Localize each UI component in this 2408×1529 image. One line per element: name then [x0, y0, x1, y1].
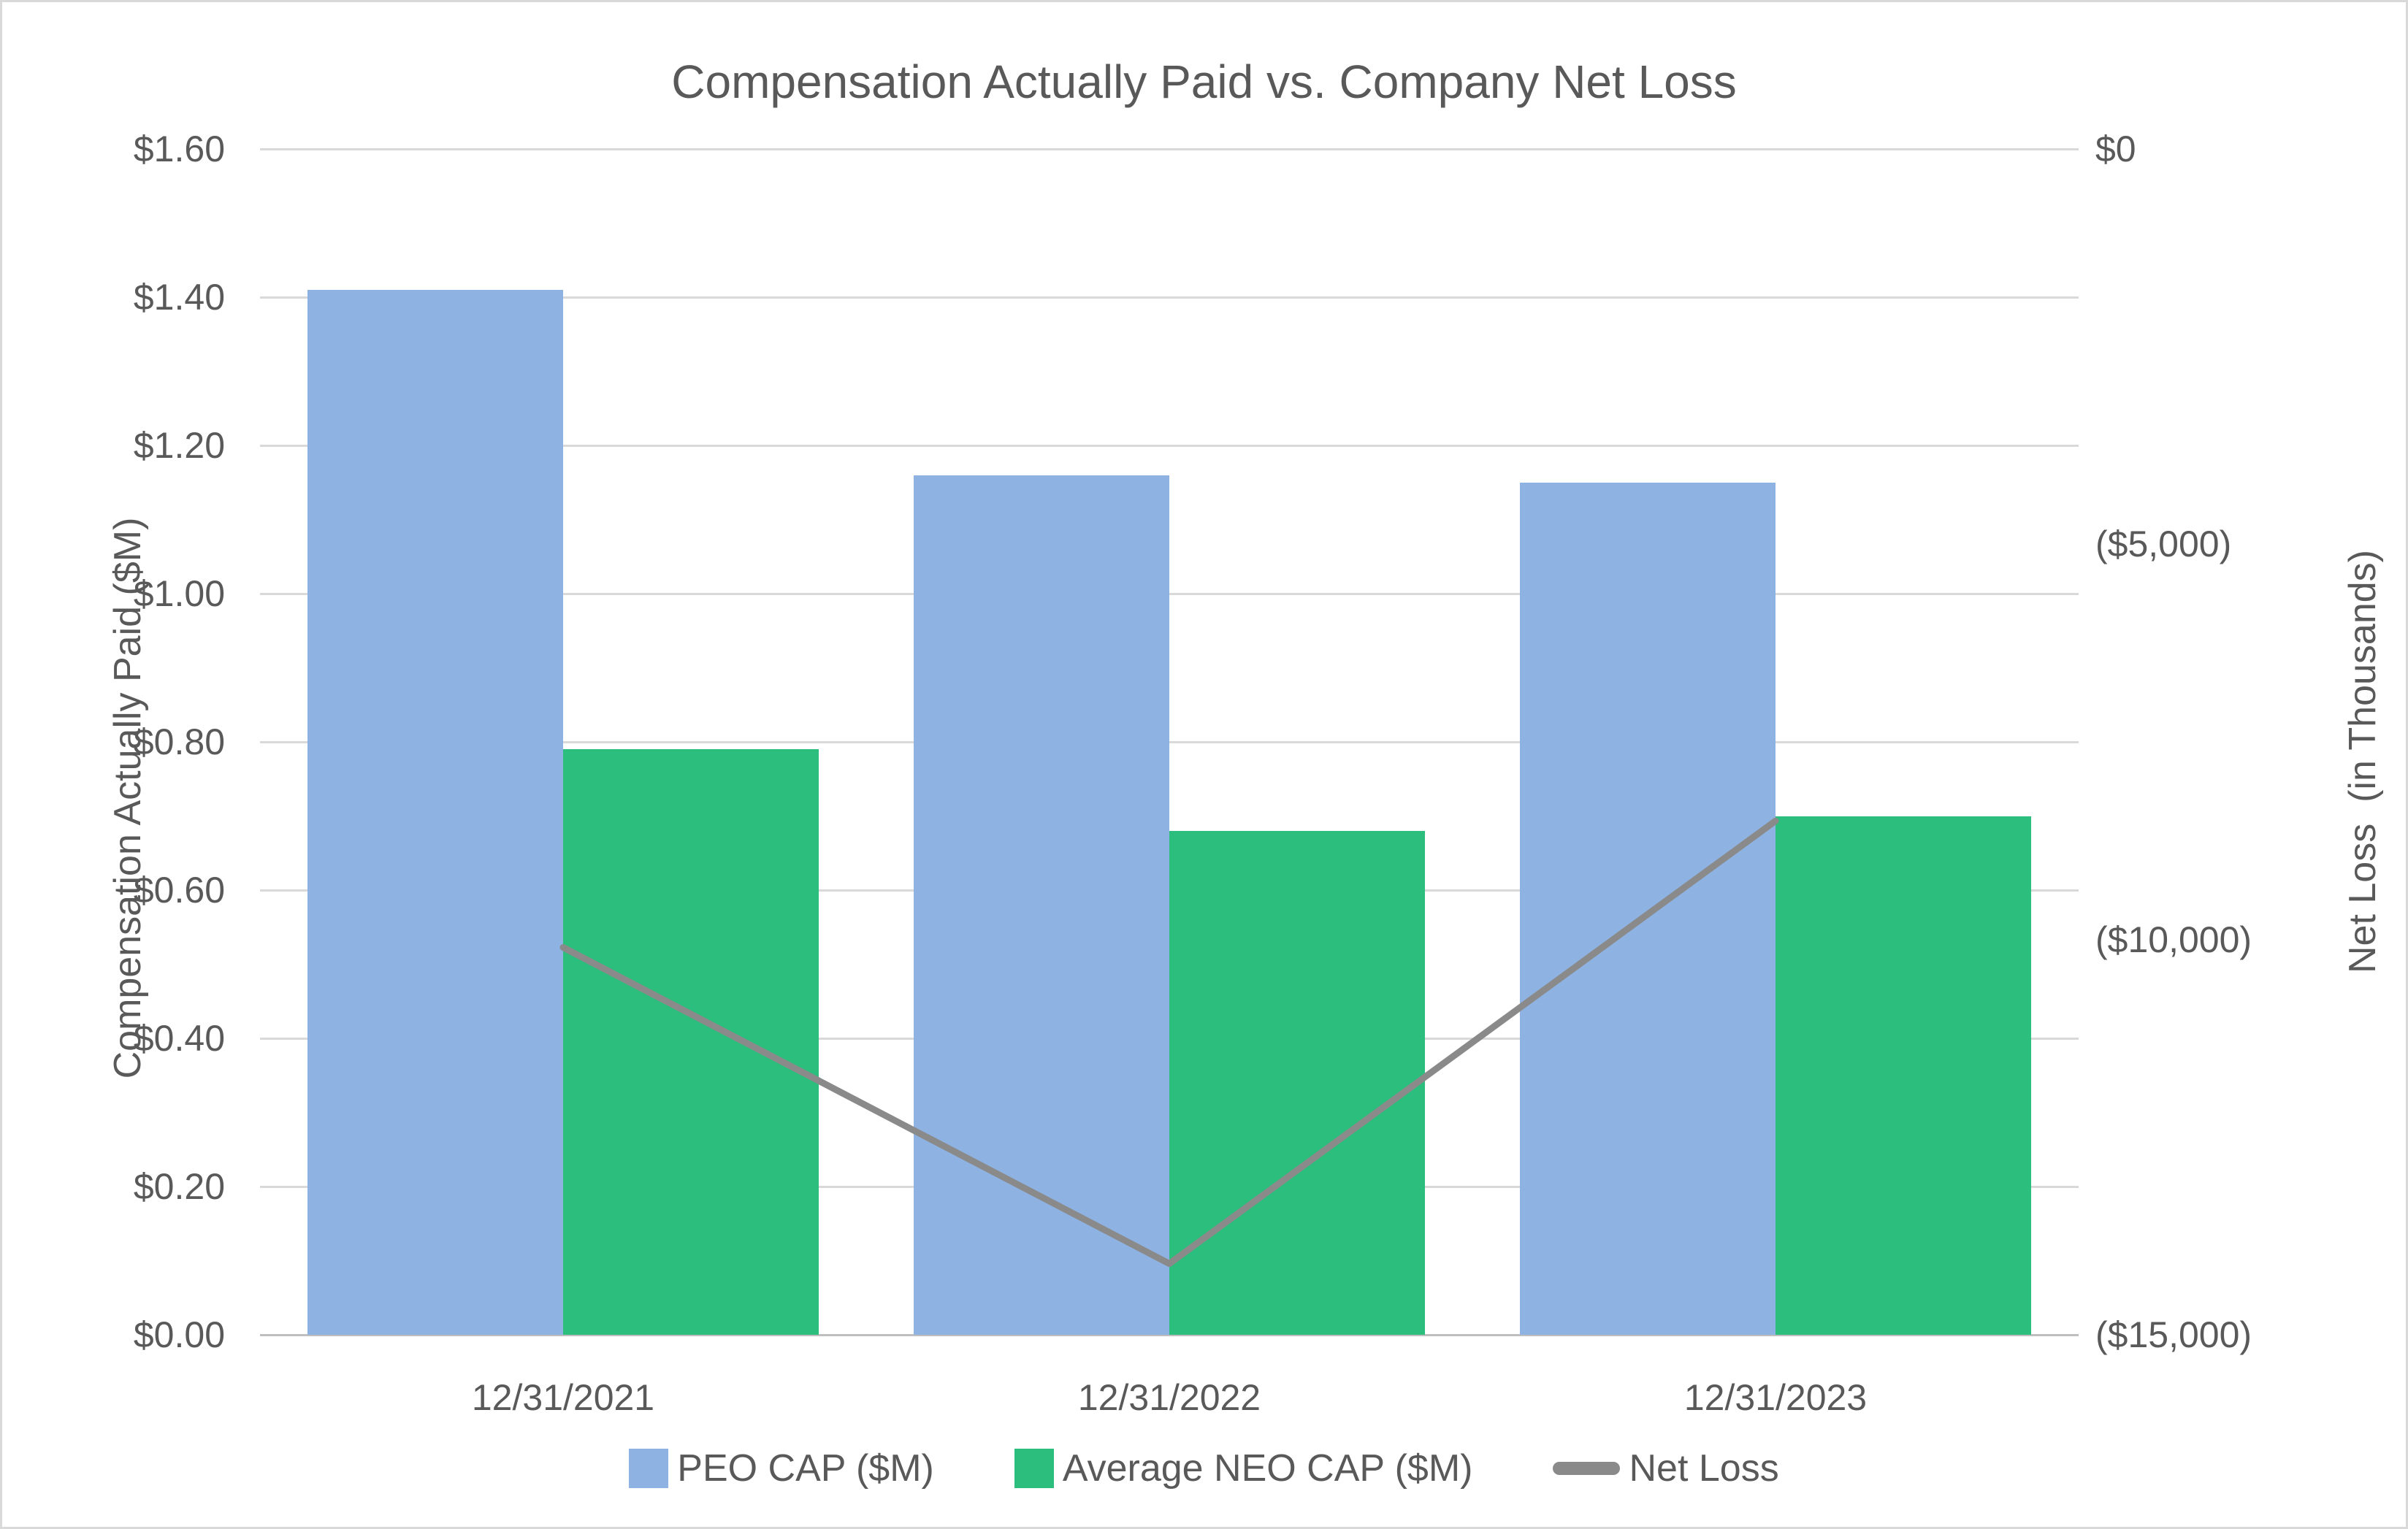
right-axis-tick-label: ($5,000) — [2095, 524, 2232, 565]
x-axis-label-12-31-2022: 12/31/2022 — [1077, 1377, 1261, 1418]
gridline — [260, 740, 2079, 743]
bar-average-neo-cap-m-12-31-2023 — [1776, 816, 2031, 1335]
legend-swatch-peo-cap-m — [629, 1449, 669, 1488]
legend-item-peo-cap-m: PEO CAP ($M) — [629, 1446, 934, 1490]
left-axis-tick-label: $0.20 — [133, 1166, 225, 1207]
chart-title: Compensation Actually Paid vs. Company N… — [671, 55, 1737, 108]
gridline — [260, 444, 2079, 447]
net-loss-polyline — [559, 817, 1779, 1268]
left-axis-tick-label: $1.60 — [133, 129, 225, 169]
right-axis-tick-label: ($15,000) — [2095, 1314, 2252, 1355]
right-axis-tick-label: ($10,000) — [2095, 919, 2252, 960]
legend-swatch-net-loss — [1553, 1462, 1621, 1475]
x-axis-label-12-31-2023: 12/31/2023 — [1683, 1377, 1868, 1418]
x-axis-label-12-31-2021: 12/31/2021 — [471, 1377, 655, 1418]
gridline — [260, 592, 2079, 595]
bar-peo-cap-m-12-31-2022 — [914, 475, 1169, 1335]
x-axis-line — [260, 1333, 2079, 1336]
legend-label-peo-cap-m: PEO CAP ($M) — [677, 1447, 934, 1490]
left-axis-tick-label: $0.80 — [133, 721, 225, 762]
legend-item-net-loss: Net Loss — [1553, 1446, 1779, 1490]
right-axis-tick-label: $0 — [2095, 129, 2136, 169]
net-loss-line — [559, 817, 1779, 1268]
bar-average-neo-cap-m-12-31-2022 — [1169, 831, 1425, 1335]
left-axis-tick-label: $1.00 — [133, 573, 225, 614]
bar-peo-cap-m-12-31-2023 — [1520, 483, 1776, 1335]
legend-swatch-average-neo-cap-m — [1014, 1449, 1054, 1488]
left-axis-tick-label: $0.00 — [133, 1314, 225, 1355]
plot-area — [260, 147, 2079, 1336]
legend-label-net-loss: Net Loss — [1629, 1447, 1779, 1490]
gridline — [260, 147, 2079, 150]
bar-average-neo-cap-m-12-31-2021 — [563, 749, 819, 1335]
gridline — [260, 296, 2079, 299]
bar-peo-cap-m-12-31-2021 — [307, 290, 563, 1335]
right-axis-title: Net Loss (in Thousands) — [2342, 550, 2384, 973]
left-axis-tick-label: $0.40 — [133, 1018, 225, 1059]
legend: PEO CAP ($M) Average NEO CAP ($M) Net Loss — [2, 1439, 2406, 1498]
legend-item-average-neo-cap-m: Average NEO CAP ($M) — [1014, 1446, 1473, 1490]
left-axis-tick-label: $1.40 — [133, 277, 225, 318]
left-axis-tick-label: $1.20 — [133, 425, 225, 466]
legend-label-average-neo-cap-m: Average NEO CAP ($M) — [1062, 1447, 1473, 1490]
left-axis-tick-label: $0.60 — [133, 870, 225, 911]
